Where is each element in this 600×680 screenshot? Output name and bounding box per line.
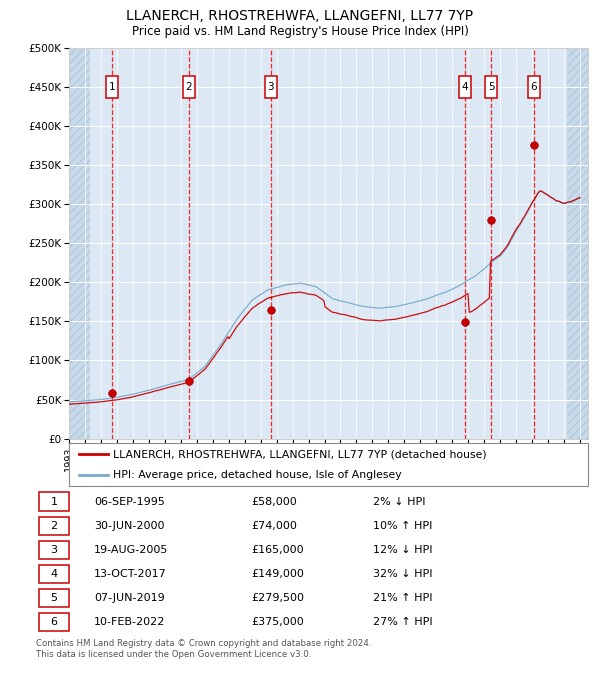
- Text: LLANERCH, RHOSTREHWFA, LLANGEFNI, LL77 7YP: LLANERCH, RHOSTREHWFA, LLANGEFNI, LL77 7…: [127, 9, 473, 22]
- Text: 4: 4: [461, 82, 468, 92]
- Text: 6: 6: [530, 82, 537, 92]
- Text: £74,000: £74,000: [251, 521, 297, 530]
- Text: 1: 1: [50, 496, 58, 507]
- FancyBboxPatch shape: [39, 517, 69, 535]
- Text: 5: 5: [488, 82, 494, 92]
- Text: 32% ↓ HPI: 32% ↓ HPI: [373, 568, 432, 579]
- Text: 6: 6: [50, 617, 58, 627]
- Text: Price paid vs. HM Land Registry's House Price Index (HPI): Price paid vs. HM Land Registry's House …: [131, 25, 469, 38]
- Text: 5: 5: [50, 593, 58, 602]
- FancyBboxPatch shape: [39, 541, 69, 559]
- Bar: [69, 48, 90, 439]
- FancyBboxPatch shape: [485, 75, 497, 98]
- FancyBboxPatch shape: [39, 492, 69, 511]
- Text: 30-JUN-2000: 30-JUN-2000: [94, 521, 164, 530]
- FancyBboxPatch shape: [183, 75, 195, 98]
- Text: 07-JUN-2019: 07-JUN-2019: [94, 593, 165, 602]
- FancyBboxPatch shape: [459, 75, 471, 98]
- Text: 1: 1: [109, 82, 115, 92]
- FancyBboxPatch shape: [39, 613, 69, 631]
- Text: 3: 3: [268, 82, 274, 92]
- Text: £149,000: £149,000: [251, 568, 304, 579]
- Text: £58,000: £58,000: [251, 496, 297, 507]
- Text: 21% ↑ HPI: 21% ↑ HPI: [373, 593, 432, 602]
- Text: 12% ↓ HPI: 12% ↓ HPI: [373, 545, 432, 555]
- FancyBboxPatch shape: [106, 75, 118, 98]
- Text: 19-AUG-2005: 19-AUG-2005: [94, 545, 169, 555]
- FancyBboxPatch shape: [39, 589, 69, 607]
- FancyBboxPatch shape: [39, 564, 69, 583]
- FancyBboxPatch shape: [265, 75, 277, 98]
- Text: Contains HM Land Registry data © Crown copyright and database right 2024.
This d: Contains HM Land Registry data © Crown c…: [36, 639, 371, 659]
- Text: 10-FEB-2022: 10-FEB-2022: [94, 617, 166, 627]
- Text: 10% ↑ HPI: 10% ↑ HPI: [373, 521, 432, 530]
- Text: £279,500: £279,500: [251, 593, 304, 602]
- FancyBboxPatch shape: [528, 75, 540, 98]
- Text: 2: 2: [185, 82, 192, 92]
- Text: 06-SEP-1995: 06-SEP-1995: [94, 496, 165, 507]
- Bar: [567, 48, 588, 439]
- FancyBboxPatch shape: [69, 443, 588, 486]
- Text: LLANERCH, RHOSTREHWFA, LLANGEFNI, LL77 7YP (detached house): LLANERCH, RHOSTREHWFA, LLANGEFNI, LL77 7…: [113, 449, 487, 459]
- Text: 4: 4: [50, 568, 58, 579]
- Text: 3: 3: [50, 545, 58, 555]
- Text: HPI: Average price, detached house, Isle of Anglesey: HPI: Average price, detached house, Isle…: [113, 471, 402, 481]
- Text: £165,000: £165,000: [251, 545, 304, 555]
- Text: 2: 2: [50, 521, 58, 530]
- Text: £375,000: £375,000: [251, 617, 304, 627]
- Text: 2% ↓ HPI: 2% ↓ HPI: [373, 496, 425, 507]
- Text: 27% ↑ HPI: 27% ↑ HPI: [373, 617, 433, 627]
- Text: 13-OCT-2017: 13-OCT-2017: [94, 568, 167, 579]
